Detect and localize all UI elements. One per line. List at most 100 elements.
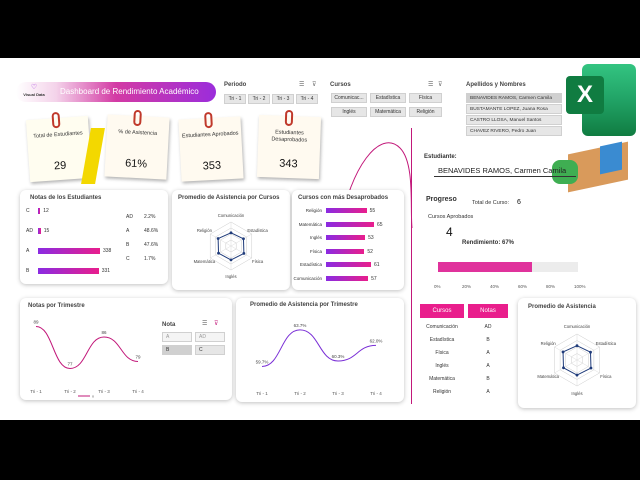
radar-cursos-card: Promedio de Asistencia por Cursos Comuni… xyxy=(172,190,290,290)
bar-label: Matemática xyxy=(298,221,322,227)
progress-track xyxy=(438,262,578,272)
radar-point xyxy=(561,350,565,354)
nota-option[interactable]: A xyxy=(162,332,192,342)
curso-option[interactable]: Inglés xyxy=(331,107,367,117)
radar2-title: Promedio de Asistencia xyxy=(528,304,596,310)
radar-spoke xyxy=(576,346,600,361)
periodo-option[interactable]: Tri - 3 xyxy=(272,94,294,104)
data-label: 89 xyxy=(33,320,39,325)
progress-tick: 0% xyxy=(434,284,441,289)
periodo-option[interactable]: Tri - 1 xyxy=(224,94,246,104)
multiselect-icon[interactable]: ☰ xyxy=(299,82,305,88)
x-tick: Tri - 1 xyxy=(30,389,42,394)
periodo-option[interactable]: Tri - 4 xyxy=(296,94,318,104)
total-curso-value: 6 xyxy=(517,199,521,206)
x-tick: Tri - 4 xyxy=(132,389,144,394)
bar xyxy=(326,275,369,281)
radar1-title: Promedio de Asistencia por Cursos xyxy=(178,195,280,201)
radar-point xyxy=(242,252,246,255)
bar-value: 57 xyxy=(371,275,377,282)
asistencia-line xyxy=(261,329,377,367)
student-option[interactable]: BUSTAMANTE LOPEZ, Juana Rosa xyxy=(466,104,562,114)
kpi-label: Total de Estudiantes xyxy=(33,130,83,140)
header-banner: ♡ Visual Data Dashboard de Rendimiento A… xyxy=(16,82,216,102)
curso-option[interactable]: Religión xyxy=(409,107,442,117)
page-title: Dashboard de Rendimiento Académico xyxy=(60,87,199,96)
x-tick: Tri - 3 xyxy=(332,391,344,396)
pct-label: AD xyxy=(126,214,133,220)
table-cell-curso: Comunicación xyxy=(426,324,458,330)
data-label: 63.7% xyxy=(294,323,307,328)
radar-chart: Comunicación Estadística Física Inglés Matem… xyxy=(537,324,616,396)
apellidos-title: Apellidos y Nombres xyxy=(466,82,526,88)
radar-point xyxy=(217,251,220,255)
data-label: 77 xyxy=(67,362,73,367)
radar-spoke xyxy=(210,245,232,259)
pct-label: B xyxy=(126,242,130,248)
curso-option[interactable]: Estadística xyxy=(370,93,406,103)
dashboard-canvas: ♡ Visual Data Dashboard de Rendimiento A… xyxy=(0,58,640,420)
clear-filter-icon[interactable]: ⊽ xyxy=(312,82,317,88)
radar-asistencia-card: Promedio de Asistencia Comunicación Estad… xyxy=(518,298,636,408)
data-label: 59.7% xyxy=(256,359,269,364)
bar-value: 53 xyxy=(368,235,374,241)
radar-spoke xyxy=(230,245,252,259)
student-option[interactable]: CASTRO LLOSA, Manuel Santos xyxy=(466,115,562,125)
kpi-card: Estudiantes Desaprobados 343 xyxy=(256,109,322,180)
nota-option[interactable]: C xyxy=(195,345,225,355)
radar-axis-label: Religión xyxy=(197,228,213,233)
data-label: 79 xyxy=(135,355,141,360)
estudiante-value: BENAVIDES RAMOS, Carmen Camila xyxy=(438,166,567,175)
table-cell-curso: Inglés xyxy=(435,363,449,369)
bar-label: Comunicación xyxy=(293,275,322,281)
periodo-title: Periodo xyxy=(224,82,247,88)
curso-option[interactable]: Matemática xyxy=(370,107,406,117)
bar-value: 61 xyxy=(374,262,380,268)
desaprobados-title: Cursos con más Desaprobados xyxy=(298,195,389,201)
clear-filter-icon[interactable]: ⊽ xyxy=(214,321,219,327)
curso-option[interactable]: Comunicac... xyxy=(331,93,367,103)
bar xyxy=(326,248,365,254)
radar-axis-label: Inglés xyxy=(225,274,236,279)
clear-filter-icon[interactable]: ⊽ xyxy=(438,82,443,88)
progress-tick: 80% xyxy=(546,284,556,289)
bar-value: 12 xyxy=(43,208,49,214)
progreso-title: Progreso xyxy=(426,196,457,203)
pct-value: 2.2% xyxy=(144,214,156,220)
table-cell-nota: A xyxy=(486,350,490,356)
pct-value: 47.6% xyxy=(144,242,159,248)
progress-tick: 60% xyxy=(518,284,528,289)
student-option[interactable]: CHAVEZ RIVERO, Pedro Juan xyxy=(466,126,562,136)
nota-option[interactable]: B xyxy=(162,345,192,355)
multiselect-icon[interactable]: ☰ xyxy=(202,321,208,327)
x-tick: Tri - 2 xyxy=(64,389,76,394)
student-option[interactable]: BENAVIDES RAMOS, Carmen Camila xyxy=(466,93,562,103)
pct-value: 48.6% xyxy=(144,228,159,234)
radar-chart: Comunicación Estadística Física Inglés Matem… xyxy=(194,213,269,279)
kpi-value: 343 xyxy=(279,157,298,171)
radar-spoke xyxy=(554,346,578,361)
radar-point xyxy=(575,373,579,377)
kpi-value: 61% xyxy=(124,157,148,171)
radar-axis-label: Comunicación xyxy=(564,324,591,329)
progress-tick: 20% xyxy=(462,284,472,289)
table-cell-nota: A xyxy=(486,389,490,395)
radar-axis-label: Estadística xyxy=(247,228,268,233)
bar xyxy=(326,235,366,240)
radar-spoke xyxy=(576,359,600,374)
bar-value: 338 xyxy=(103,248,112,254)
radar-axis-label: Matemática xyxy=(194,259,216,264)
trimestre-card: Notas por Trimestre 89 Tri - 1 77 Tri - 2 86… xyxy=(20,298,232,400)
table-cell-nota: B xyxy=(486,376,490,382)
periodo-option[interactable]: Tri - 2 xyxy=(248,94,270,104)
trimestre-line-chart: 89 Tri - 1 77 Tri - 2 86 Tri - 3 79 Tri - 4 x xyxy=(30,320,144,399)
bar-label: AD xyxy=(26,228,33,234)
kpi-card: Estudiantes Aprobados 353 xyxy=(178,111,244,182)
nota-option[interactable]: AD xyxy=(195,332,225,342)
radar-axis-label: Matemática xyxy=(537,374,559,379)
curso-option[interactable]: Física xyxy=(409,93,442,103)
pct-value: 1.7% xyxy=(144,256,156,262)
cursos-slicer: Cursos ☰ ⊽ Comunicac... Estadística Físi… xyxy=(328,80,446,120)
bar xyxy=(38,248,100,254)
multiselect-icon[interactable]: ☰ xyxy=(428,82,434,88)
